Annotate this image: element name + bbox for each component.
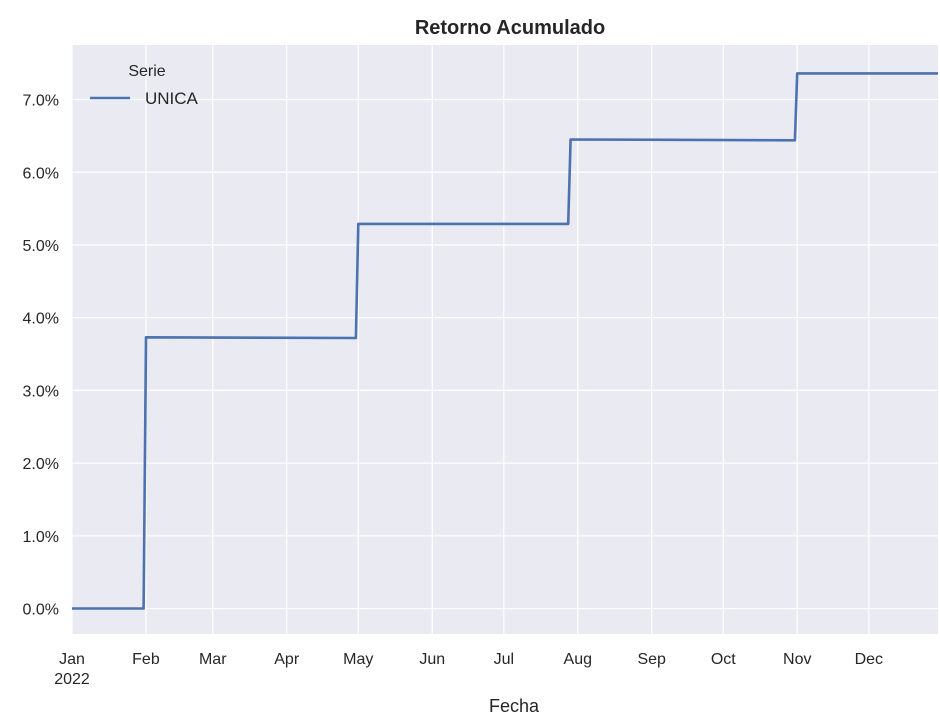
x-tick-year-label: 2022	[54, 671, 90, 688]
y-tick-label: 4.0%	[23, 311, 59, 328]
x-tick-label: Jul	[494, 651, 514, 668]
x-tick-label: Nov	[783, 651, 811, 668]
x-tick-label: Mar	[199, 651, 227, 668]
y-tick-label: 0.0%	[23, 602, 59, 619]
y-tick-label: 5.0%	[23, 238, 59, 255]
grid	[71, 45, 938, 634]
x-tick-label: May	[343, 651, 373, 668]
y-tick-label: 7.0%	[23, 93, 59, 110]
x-tick-label: Feb	[132, 651, 160, 668]
x-tick-label: Jan	[59, 651, 85, 668]
legend-title: Serie	[128, 63, 165, 80]
chart-title: Retorno Acumulado	[415, 17, 605, 39]
legend: Serie UNICA	[90, 63, 199, 108]
x-tick-label: Apr	[274, 651, 300, 668]
y-tick-label: 6.0%	[23, 165, 59, 182]
x-tick-label: Dec	[855, 651, 883, 668]
x-tick-label: Sep	[637, 651, 666, 668]
x-tick-labels: Jan 2022 Feb Mar Apr May Jun Jul Aug Sep Oct Nov Dec	[54, 651, 883, 688]
x-tick-label: Jun	[419, 651, 445, 668]
legend-label-unica: UNICA	[145, 89, 199, 108]
x-axis-label: Fecha	[489, 696, 540, 715]
series-line-unica	[72, 72, 938, 610]
y-tick-label: 3.0%	[23, 383, 59, 400]
plot-area	[72, 45, 938, 634]
y-tick-label: 2.0%	[23, 456, 59, 473]
series-layer	[72, 72, 938, 610]
y-tick-labels: 0.0% 1.0% 2.0% 3.0% 4.0% 5.0% 6.0% 7.0%	[23, 93, 59, 619]
y-tick-label: 1.0%	[23, 529, 59, 546]
x-tick-label: Aug	[564, 651, 592, 668]
x-tick-label: Oct	[711, 651, 736, 668]
